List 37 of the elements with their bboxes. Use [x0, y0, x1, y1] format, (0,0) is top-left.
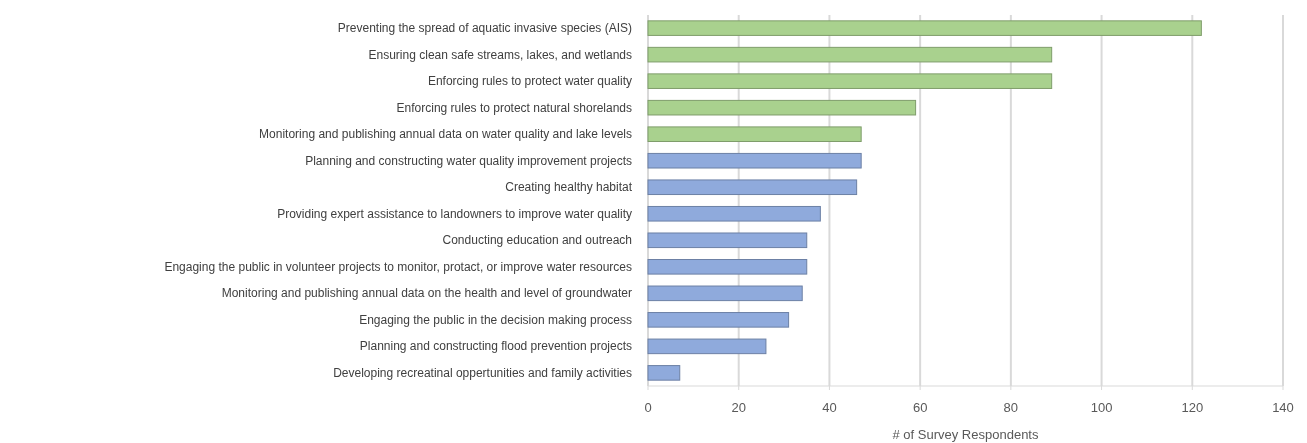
bar: [647, 99, 917, 116]
x-tick-label: 100: [1090, 400, 1113, 415]
y-tick-label: Providing expert assistance to landowners to improve water quality: [277, 206, 632, 221]
bar: [647, 73, 1053, 89]
y-tick-label: Planning and constructing flood prevention projects: [359, 339, 632, 354]
bar: [647, 179, 858, 196]
bar: [647, 20, 1202, 36]
x-axis-title: # of Survey Respondents: [892, 427, 1039, 442]
bar: [647, 46, 1053, 63]
y-tick-label: Monitoring and publishing annual data on the health and level of groundwater: [221, 286, 632, 301]
bar: [647, 259, 808, 275]
bar: [647, 365, 681, 381]
x-tick-label: 40: [822, 400, 837, 415]
y-tick-label: Creating healthy habitat: [505, 180, 633, 195]
x-tick-label: 120: [1181, 400, 1204, 415]
y-tick-label: Enforcing rules to protect natural shorelands: [396, 100, 632, 115]
bar: [647, 205, 821, 222]
x-tick-label: 140: [1272, 400, 1294, 415]
y-tick-label: Ensuring clean safe streams, lakes, and wetlands: [368, 47, 632, 62]
y-tick-label: Preventing the spread of aquatic invasive species (AIS): [337, 21, 632, 36]
y-tick-label: Enforcing rules to protect water quality: [427, 74, 632, 89]
bar: [647, 285, 803, 302]
x-tick-label: 80: [1003, 400, 1019, 415]
y-tick-label: Conducting education and outreach: [442, 233, 632, 248]
bar: [647, 152, 862, 169]
bar: [647, 338, 767, 355]
y-tick-label: Engaging the public in the decision making process: [359, 312, 632, 327]
x-tick-label: 0: [644, 400, 652, 415]
bar: [647, 312, 790, 328]
x-tick-label: 60: [912, 400, 928, 415]
y-tick-label: Planning and constructing water quality improvement projects: [305, 153, 632, 168]
y-tick-label: Monitoring and publishing annual data on water quality and lake levels: [259, 127, 632, 142]
bar: [647, 126, 862, 142]
y-tick-label: Engaging the public in volunteer projects to monitor, protact, or improve water resources: [164, 259, 632, 274]
x-tick-label: 20: [731, 400, 746, 415]
y-tick-label: Developing recreatinal oppertunities and family activities: [333, 365, 632, 380]
bar: [647, 232, 808, 249]
